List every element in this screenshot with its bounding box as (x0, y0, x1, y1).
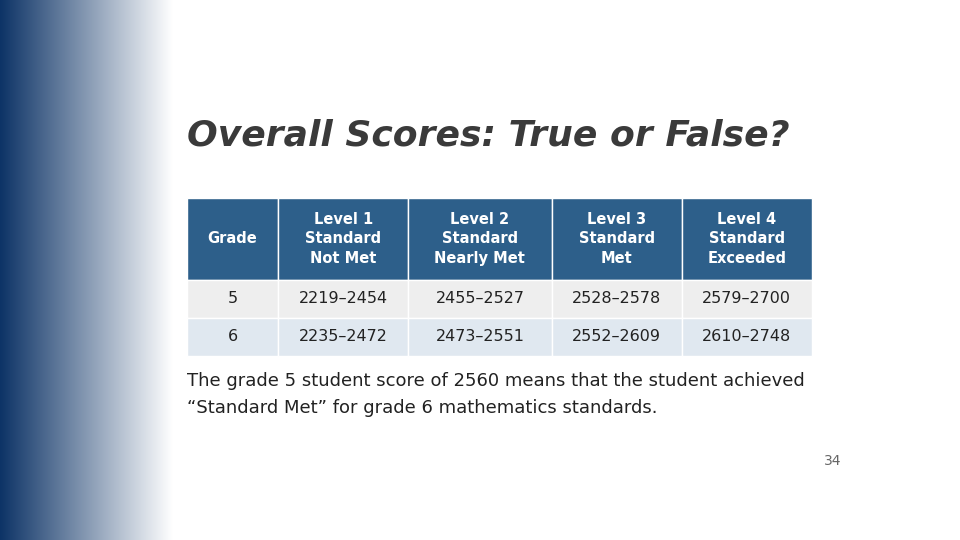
Text: 2610–2748: 2610–2748 (702, 329, 791, 345)
FancyBboxPatch shape (408, 318, 551, 356)
Text: 2528–2578: 2528–2578 (572, 292, 661, 307)
FancyBboxPatch shape (682, 198, 812, 280)
FancyBboxPatch shape (551, 318, 682, 356)
Text: 2455–2527: 2455–2527 (436, 292, 524, 307)
FancyBboxPatch shape (187, 198, 278, 280)
Text: 2219–2454: 2219–2454 (299, 292, 388, 307)
FancyBboxPatch shape (551, 198, 682, 280)
FancyBboxPatch shape (278, 198, 408, 280)
FancyBboxPatch shape (187, 318, 278, 356)
FancyBboxPatch shape (408, 198, 551, 280)
Text: Level 3
Standard
Met: Level 3 Standard Met (579, 212, 655, 266)
Text: 2235–2472: 2235–2472 (299, 329, 388, 345)
Text: Level 4
Standard
Exceeded: Level 4 Standard Exceeded (708, 212, 786, 266)
FancyBboxPatch shape (551, 280, 682, 318)
FancyBboxPatch shape (187, 280, 278, 318)
Text: 2579–2700: 2579–2700 (703, 292, 791, 307)
Text: Overall Scores: True or False?: Overall Scores: True or False? (187, 119, 789, 153)
Text: 5: 5 (228, 292, 237, 307)
FancyBboxPatch shape (408, 280, 551, 318)
FancyBboxPatch shape (278, 318, 408, 356)
FancyBboxPatch shape (682, 280, 812, 318)
Text: Level 2
Standard
Nearly Met: Level 2 Standard Nearly Met (435, 212, 525, 266)
Text: Level 1
Standard
Not Met: Level 1 Standard Not Met (305, 212, 381, 266)
Text: 6: 6 (228, 329, 237, 345)
Text: 2473–2551: 2473–2551 (436, 329, 524, 345)
FancyBboxPatch shape (278, 280, 408, 318)
Text: Grade: Grade (207, 232, 257, 246)
Text: The grade 5 student score of 2560 means that the student achieved
“Standard Met”: The grade 5 student score of 2560 means … (187, 373, 804, 417)
Text: 34: 34 (825, 454, 842, 468)
FancyBboxPatch shape (682, 318, 812, 356)
Text: 2552–2609: 2552–2609 (572, 329, 661, 345)
